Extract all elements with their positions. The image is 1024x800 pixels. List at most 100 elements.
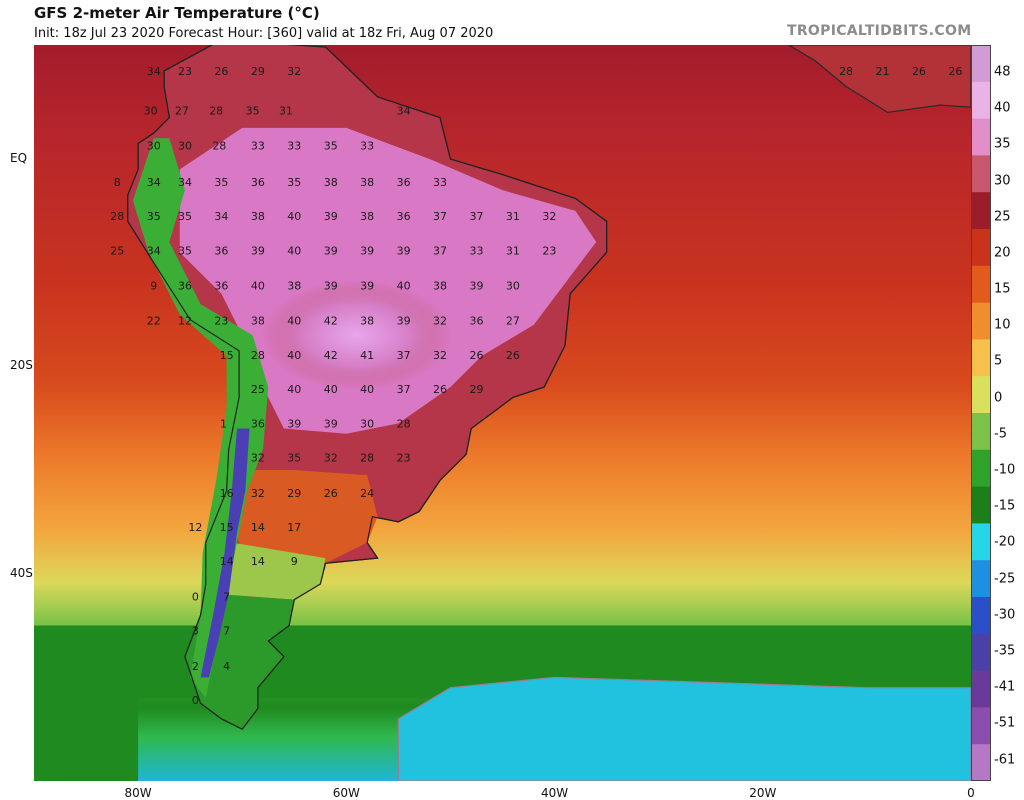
temperature-value: 38 <box>287 279 301 292</box>
temperature-value: 14 <box>220 555 234 568</box>
temperature-value: 9 <box>150 279 157 292</box>
colorbar-label: -25 <box>994 571 1016 587</box>
temperature-value: 23 <box>214 315 228 328</box>
africa-coast <box>787 45 971 114</box>
temperature-value: 36 <box>251 176 265 189</box>
colorbar-label: -35 <box>994 643 1016 659</box>
temperature-value: 28 <box>209 104 223 117</box>
temperature-value: 32 <box>287 65 301 78</box>
colorbar-label: -61 <box>994 752 1016 767</box>
temperature-value: 36 <box>397 210 411 223</box>
colorbar-segment <box>971 376 991 414</box>
temperature-colorbar <box>971 45 991 781</box>
temperature-value: 34 <box>147 244 161 257</box>
temperature-value: 39 <box>324 279 338 292</box>
temperature-value: 9 <box>291 555 298 568</box>
temperature-value: 30 <box>178 140 192 153</box>
north-patagonia <box>221 542 326 600</box>
cold-water-region <box>397 676 971 781</box>
colorbar-segment <box>971 597 991 635</box>
colorbar-label: 35 <box>994 136 1011 152</box>
longitude-label: 20W <box>749 786 777 800</box>
temperature-value: 29 <box>469 383 483 396</box>
colorbar-segment <box>971 302 991 340</box>
colorbar-segment <box>971 707 991 745</box>
temperature-value: 39 <box>324 244 338 257</box>
temperature-value: 27 <box>175 104 189 117</box>
temperature-value: 35 <box>178 210 192 223</box>
colorbar-segment <box>971 229 991 267</box>
temperature-value: 34 <box>147 65 161 78</box>
temperature-value: 23 <box>178 65 192 78</box>
temperature-value: 34 <box>214 210 228 223</box>
colorbar-segment <box>971 192 991 230</box>
latitude-label: 20S <box>10 358 33 373</box>
temperature-value: 38 <box>433 279 447 292</box>
colorbar-label: 0 <box>994 390 1003 406</box>
colorbar-label: -41 <box>994 679 1016 695</box>
temperature-value: 36 <box>397 176 411 189</box>
temperature-value: 39 <box>251 244 265 257</box>
temperature-value: 39 <box>469 279 483 292</box>
temperature-value: 40 <box>397 279 411 292</box>
temperature-value: 26 <box>469 349 483 362</box>
temperature-value: 35 <box>324 140 338 153</box>
temperature-value: 37 <box>469 210 483 223</box>
colorbar-segment <box>971 633 991 672</box>
temperature-value: 37 <box>433 244 447 257</box>
temperature-value: 35 <box>287 452 301 465</box>
temperature-value: 15 <box>220 521 234 534</box>
temperature-value: 30 <box>506 279 520 292</box>
temperature-value: 17 <box>287 521 301 534</box>
temperature-value: 1 <box>220 417 227 430</box>
temperature-value: 37 <box>397 349 411 362</box>
temperature-value: 31 <box>279 104 293 117</box>
temperature-value: 28 <box>251 349 265 362</box>
temperature-value: 40 <box>324 383 338 396</box>
temperature-value: 30 <box>144 104 158 117</box>
temperature-value: 39 <box>360 244 374 257</box>
temperature-value: 7 <box>223 590 230 603</box>
temperature-value: 25 <box>251 383 265 396</box>
colorbar-label: -20 <box>994 534 1016 550</box>
colorbar-label: 40 <box>994 100 1011 116</box>
colorbar-label: -5 <box>994 426 1007 442</box>
temperature-value: 31 <box>506 210 520 223</box>
temperature-value: 30 <box>147 140 161 153</box>
colorbar-label: 5 <box>994 353 1003 369</box>
hottest-zone <box>261 280 452 391</box>
temperature-value: 39 <box>360 279 374 292</box>
colorbar-segment <box>971 155 991 193</box>
temperature-value: 33 <box>287 140 301 153</box>
longitude-label: 80W <box>124 786 152 800</box>
temperature-value: 22 <box>147 315 161 328</box>
colorbar-label: -51 <box>994 715 1016 731</box>
temperature-value: 12 <box>178 315 192 328</box>
colorbar-label: 30 <box>994 173 1011 189</box>
colorbar-segment <box>971 339 991 377</box>
colorbar-label: 25 <box>994 209 1011 225</box>
temperature-value: 40 <box>360 383 374 396</box>
longitude-label: 40W <box>540 786 569 800</box>
temperature-value: 33 <box>469 244 483 257</box>
temperature-value: 39 <box>324 210 338 223</box>
temperature-value: 26 <box>324 487 338 500</box>
temperature-value: 40 <box>287 244 301 257</box>
temperature-value: 41 <box>360 349 374 362</box>
temperature-value: 36 <box>214 279 228 292</box>
temperature-value: 0 <box>192 694 199 707</box>
colorbar-label: 48 <box>994 64 1011 80</box>
temperature-value: 36 <box>251 417 265 430</box>
temperature-value: 34 <box>147 176 161 189</box>
temperature-value: 14 <box>251 555 265 568</box>
temperature-value: 40 <box>287 210 301 223</box>
temperature-value: 36 <box>469 315 483 328</box>
temperature-value: 37 <box>433 210 447 223</box>
temperature-value: 38 <box>360 210 374 223</box>
colorbar-label: 10 <box>994 317 1011 333</box>
colorbar-segment <box>971 486 991 524</box>
cool-ocean-west <box>34 656 139 781</box>
temperature-value: 29 <box>287 487 301 500</box>
temperature-value: 8 <box>114 176 121 189</box>
